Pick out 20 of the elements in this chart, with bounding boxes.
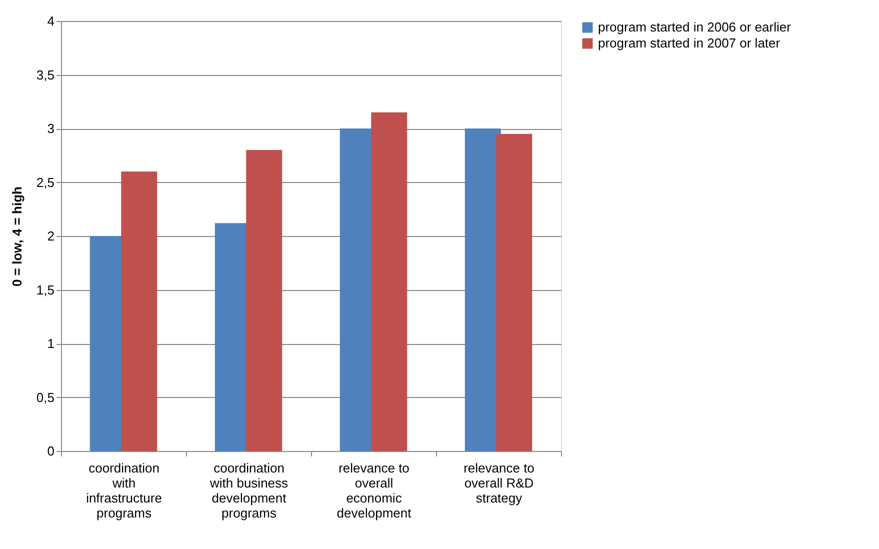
y-tick-label: 0 [47,444,54,458]
bar [371,112,408,451]
bar [496,134,532,451]
y-tick-label: 2 [47,228,54,244]
x-tick-label: relevance to overall economic development [336,460,412,520]
y-tick-label: 3,5 [36,67,54,82]
legend-label: program started in 2007 or later [598,36,781,50]
x-tick-label: coordination with business development programs [208,460,289,520]
legend-label: program started in 2006 or earlier [598,20,792,34]
bar [246,150,282,451]
y-axis-title: 0 = low, 4 = high [9,186,24,286]
y-tick-label: 1 [47,336,54,351]
bar [121,172,158,451]
x-tick-label: coordination with infrastructure programs [86,460,162,520]
y-tick-label: 3 [47,121,54,136]
y-tick-label: 0,5 [36,390,54,405]
y-tick-label: 1,5 [36,282,54,298]
y-tick-label: 2,5 [36,174,54,190]
y-tick-label: 4 [47,14,54,28]
x-tick-label: relevance to overall R&D strategy [464,460,534,506]
